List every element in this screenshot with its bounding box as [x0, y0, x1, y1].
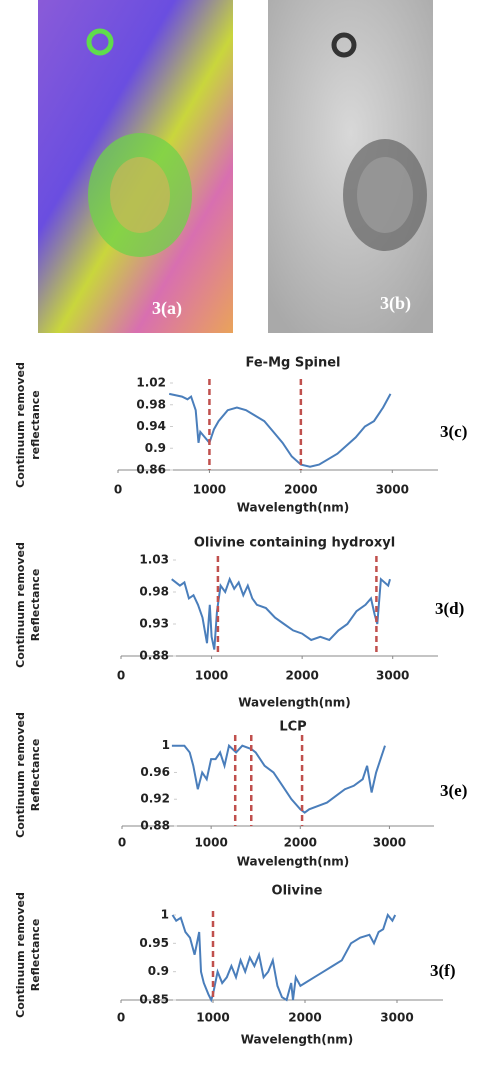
y-tick-label: 0.98 — [139, 585, 169, 599]
x-tick-label: 3000 — [376, 483, 409, 497]
x-axis-label: Wavelength(nm) — [237, 501, 350, 515]
x-axis-label: Wavelength(nm) — [237, 855, 350, 869]
image-label: 3(a) — [152, 298, 182, 319]
series-line — [171, 576, 391, 650]
x-tick-label: 2000 — [288, 1011, 321, 1025]
y-tick-label: 0.9 — [148, 964, 169, 978]
y-tick-label: 0.88 — [140, 819, 170, 833]
y-tick-label: 0.9 — [145, 441, 166, 455]
y-tick-label: 0.85 — [139, 993, 169, 1007]
panel-label: 3(e) — [440, 781, 467, 800]
series-line — [171, 912, 397, 1003]
x-tick-label: 0 — [117, 669, 125, 683]
y-axis-label-line: Continuum removed — [14, 362, 27, 488]
chart-title: Olivine containing hydroxyl — [194, 536, 395, 551]
x-tick-label: 3000 — [373, 836, 406, 850]
panel-label: 3(d) — [435, 599, 464, 618]
y-tick-label: 0.96 — [140, 765, 170, 779]
y-axis-label-line: Continuum removed — [14, 712, 27, 838]
x-tick-label: 0 — [118, 836, 126, 850]
x-tick-label: 1000 — [194, 836, 227, 850]
x-tick-label: 3000 — [380, 1011, 413, 1025]
x-axis-label: Wavelength(nm) — [238, 696, 351, 710]
y-tick-label: 0.94 — [136, 419, 166, 433]
x-tick-label: 2000 — [284, 483, 317, 497]
y-axis-label-line: Continuum removed — [14, 542, 27, 668]
y-axis-label-line: reflectance — [29, 390, 42, 460]
x-tick-label: 3000 — [376, 669, 409, 683]
y-axis-label: Continuum removed Reflectance — [14, 892, 42, 1018]
chart-title: Olivine — [272, 884, 323, 899]
chart-title: Fe-Mg Spinel — [246, 356, 341, 371]
panel-label: 3(c) — [440, 422, 467, 441]
y-tick-label: 1.03 — [139, 553, 169, 567]
y-tick-label: 0.98 — [136, 397, 166, 411]
x-tick-label: 1000 — [196, 1011, 229, 1025]
y-axis-label: Continuum removed Reflectance — [14, 542, 42, 668]
series-line — [168, 392, 392, 468]
x-axis-label: Wavelength(nm) — [241, 1033, 354, 1047]
series-line — [171, 743, 386, 814]
x-tick-label: 1000 — [193, 483, 226, 497]
x-tick-label: 2000 — [284, 836, 317, 850]
y-axis-label-line: Reflectance — [29, 919, 42, 992]
y-axis-label: Continuum removed reflectance — [14, 362, 42, 488]
image-a: 3(a) — [38, 0, 233, 333]
y-tick-label: 1 — [161, 908, 169, 922]
y-tick-label: 1.02 — [136, 376, 166, 390]
y-tick-label: 0.93 — [139, 617, 169, 631]
x-tick-label: 0 — [114, 483, 122, 497]
chart-title: LCP — [279, 720, 306, 735]
y-axis-label-line: Continuum removed — [14, 892, 27, 1018]
image-b: 3(b) — [268, 0, 433, 333]
x-tick-label: 0 — [117, 1011, 125, 1025]
x-tick-label: 1000 — [195, 669, 228, 683]
y-axis-label-line: Reflectance — [29, 739, 42, 812]
y-axis-label: Continuum removed Reflectance — [14, 712, 42, 838]
panel-label: 3(f) — [430, 961, 455, 980]
y-tick-label: 0.86 — [136, 463, 166, 477]
y-tick-label: 0.88 — [139, 649, 169, 663]
image-label: 3(b) — [380, 293, 411, 314]
y-tick-label: 0.95 — [139, 936, 169, 950]
x-tick-label: 2000 — [285, 669, 318, 683]
y-tick-label: 1 — [162, 738, 170, 752]
y-tick-label: 0.92 — [140, 792, 170, 806]
y-axis-label-line: Reflectance — [29, 569, 42, 642]
